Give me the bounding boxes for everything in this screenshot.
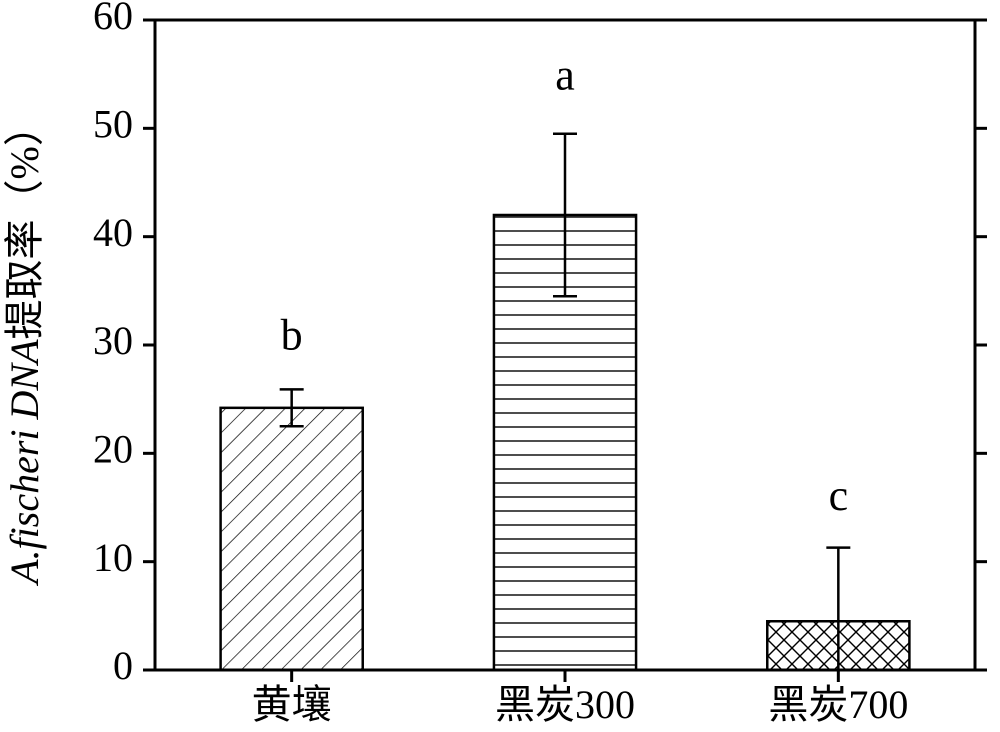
y-tick-label: 10 [93, 535, 133, 580]
y-axis-label: A.fischeri DNA提取率（%） [2, 106, 47, 587]
y-tick-label: 20 [93, 427, 133, 472]
y-tick-label: 50 [93, 102, 133, 147]
bar [221, 408, 363, 670]
significance-label: c [829, 471, 849, 520]
x-tick-label: 黑炭700 [768, 682, 908, 727]
y-tick-label: 30 [93, 318, 133, 363]
y-tick-label: 40 [93, 210, 133, 255]
y-tick-label: 60 [93, 0, 133, 38]
bar-chart: b 黄壤 a 黑炭300 c 黑炭700 0 10 20 30 40 50 60 A.fischeri D… [0, 0, 1000, 732]
x-tick-label: 黑炭300 [495, 682, 635, 727]
y-tick-label: 0 [113, 643, 133, 688]
significance-label: b [281, 311, 303, 360]
significance-label: a [555, 51, 575, 100]
x-tick-label: 黄壤 [252, 682, 332, 727]
